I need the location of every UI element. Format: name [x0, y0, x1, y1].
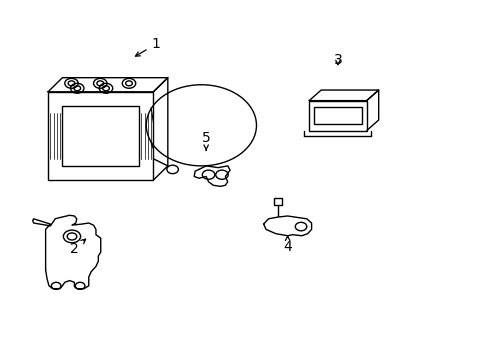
Text: 2: 2: [70, 239, 85, 256]
Text: 4: 4: [283, 236, 291, 254]
Text: 1: 1: [135, 37, 160, 56]
Text: 3: 3: [333, 53, 342, 67]
Bar: [48, 92, 153, 180]
Bar: [62, 106, 139, 166]
Bar: [274, 198, 281, 205]
Bar: [308, 101, 366, 131]
Bar: [313, 107, 361, 123]
Text: 5: 5: [202, 131, 210, 150]
